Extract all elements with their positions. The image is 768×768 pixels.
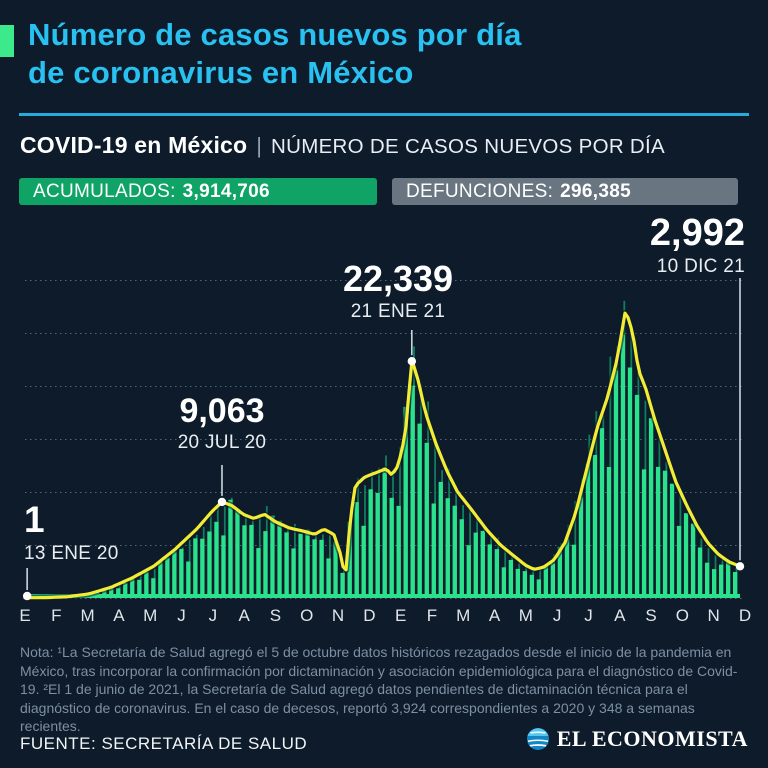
annotation-marker-dot bbox=[217, 497, 227, 507]
annotation-wave2-peak-date: 21 ENE 21 bbox=[350, 301, 446, 322]
annotation-latest-date: 10 DIC 21 bbox=[656, 256, 745, 277]
month-label: M bbox=[518, 606, 533, 625]
month-label: E bbox=[19, 606, 31, 625]
avg-line bbox=[23, 311, 741, 600]
subtitle-rest: NÚMERO DE CASOS NUEVOS POR DÍA bbox=[271, 135, 666, 158]
page-title-line2: de coronavirus en México bbox=[28, 55, 414, 90]
badge-deaths: DEFUNCIONES: 296,385 bbox=[392, 178, 738, 205]
month-label: O bbox=[675, 606, 690, 625]
chart-subtitle: COVID-19 en México | NÚMERO DE CASOS NUE… bbox=[20, 132, 750, 159]
baseline-strip bbox=[25, 594, 740, 598]
subtitle-separator: | bbox=[256, 133, 262, 158]
month-label: A bbox=[614, 606, 626, 625]
annotation-wave2-peak-value: 22,339 bbox=[342, 258, 454, 299]
month-label: O bbox=[300, 606, 314, 625]
annotation-marker-dot bbox=[735, 562, 745, 571]
month-label: A bbox=[113, 606, 125, 625]
badge-deaths-label: DEFUNCIONES: bbox=[406, 180, 554, 202]
annotation-latest: 2,992 10 DIC 21 bbox=[650, 213, 745, 278]
month-label: N bbox=[707, 606, 720, 625]
eleconomista-globe-icon bbox=[526, 728, 549, 750]
annotation-first-case-date: 13 ENE 20 bbox=[24, 543, 119, 564]
badge-accumulated-value: 3,914,706 bbox=[182, 180, 270, 202]
badge-deaths-value: 296,385 bbox=[560, 180, 631, 202]
month-label: A bbox=[238, 606, 250, 625]
annotation-wave1-peak: 9,063 20 JUL 20 bbox=[178, 393, 267, 454]
month-label: J bbox=[208, 606, 218, 625]
brand-logo: EL ECONOMISTA bbox=[526, 726, 748, 752]
accent-square bbox=[0, 25, 14, 57]
brand-name: EL ECONOMISTA bbox=[556, 726, 748, 751]
badge-accumulated-label: ACUMULADOS: bbox=[33, 180, 176, 202]
month-label: J bbox=[584, 606, 593, 625]
month-label: M bbox=[456, 606, 471, 625]
month-label: S bbox=[269, 606, 282, 625]
month-label: F bbox=[51, 606, 62, 625]
annotation-wave1-peak-value: 9,063 bbox=[179, 392, 265, 430]
annotation-latest-value: 2,992 bbox=[649, 212, 745, 254]
month-label: N bbox=[331, 606, 345, 625]
daily-bars bbox=[53, 334, 738, 598]
annotation-marker-dot bbox=[407, 357, 417, 366]
month-label: D bbox=[363, 606, 376, 625]
title-divider bbox=[19, 113, 749, 116]
month-label: E bbox=[394, 606, 407, 625]
month-label: M bbox=[143, 606, 158, 625]
annotation-wave2-peak: 22,339 21 ENE 21 bbox=[343, 260, 453, 323]
month-label: J bbox=[552, 606, 562, 625]
annotation-marker-dot bbox=[22, 591, 32, 601]
month-label: F bbox=[426, 606, 438, 625]
annotation-first-case-value: 1 bbox=[24, 499, 45, 540]
month-label: S bbox=[645, 606, 657, 625]
source-label: FUENTE: SECRETARÍA DE SALUD bbox=[20, 734, 308, 753]
subtitle-bold: COVID-19 en México bbox=[20, 132, 248, 158]
month-label: A bbox=[488, 606, 501, 625]
badge-accumulated: ACUMULADOS: 3,914,706 bbox=[19, 178, 377, 205]
month-label: D bbox=[738, 606, 752, 625]
page-title-line1: Número de casos nuevos por día bbox=[28, 17, 522, 52]
annotation-wave1-peak-date: 20 JUL 20 bbox=[177, 432, 267, 453]
month-label: M bbox=[80, 606, 95, 625]
footnote: Nota: ¹La Secretaría de Salud agregó el … bbox=[20, 644, 738, 734]
month-label: J bbox=[177, 606, 186, 625]
annotation-first-case: 1 13 ENE 20 bbox=[24, 500, 119, 565]
page-title: Número de casos nuevos por día de corona… bbox=[28, 16, 748, 92]
